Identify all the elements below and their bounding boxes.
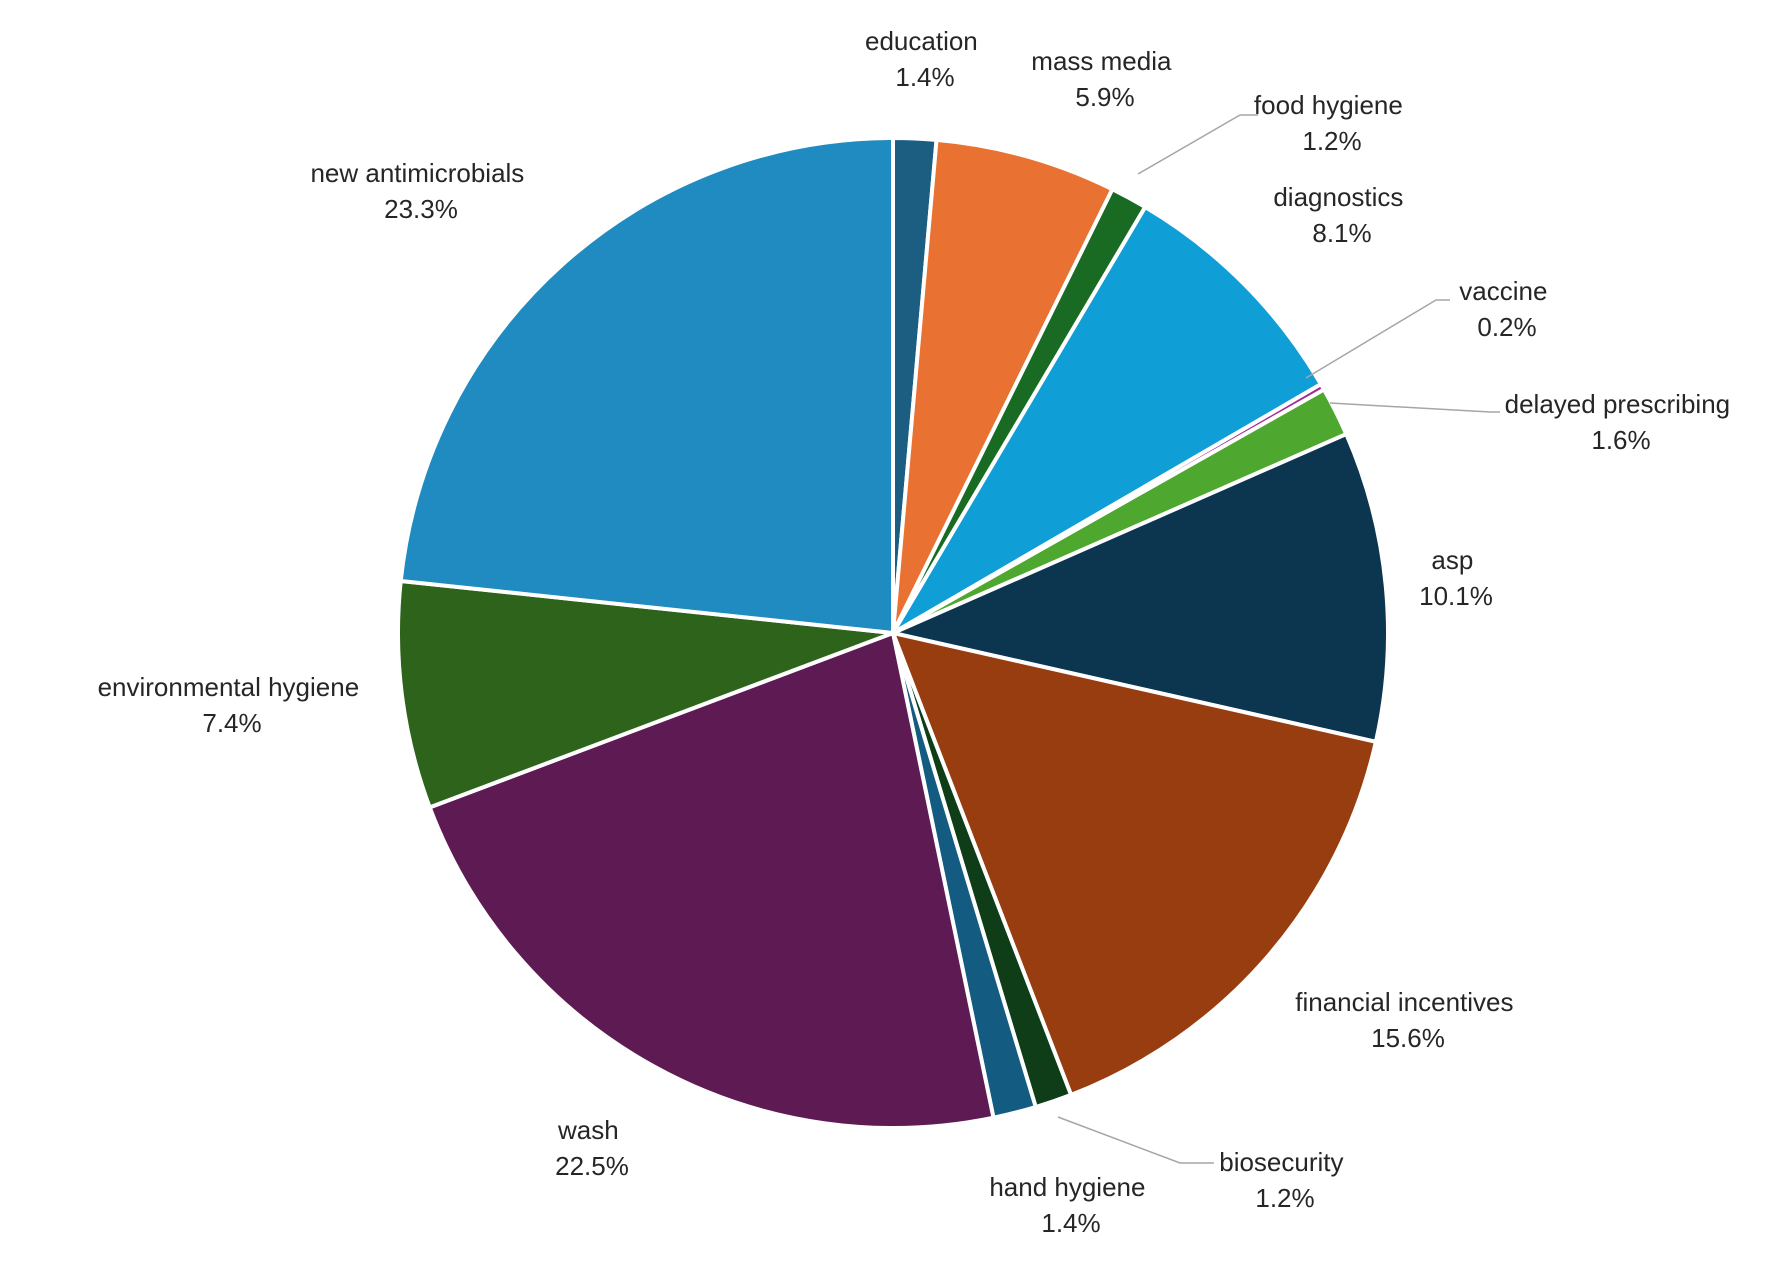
label-food-hygiene-name: food hygiene: [1254, 90, 1403, 120]
pie-slices: [395, 136, 1390, 1130]
label-mass-media: mass media 5.9%: [1031, 46, 1178, 112]
label-hand-hygiene-name: hand hygiene: [989, 1172, 1145, 1202]
label-biosecurity: biosecurity 1.2%: [1219, 1147, 1351, 1213]
label-food-hygiene: food hygiene 1.2%: [1254, 90, 1410, 156]
label-education-value: 1.4%: [895, 62, 954, 92]
label-new-antimicrobials-value: 23.3%: [384, 194, 458, 224]
slice-environmental-hygiene: [395, 578, 895, 810]
leader-line-delayed-prescribing: [1329, 402, 1500, 413]
label-hand-hygiene: hand hygiene 1.4%: [989, 1172, 1152, 1238]
label-new-antimicrobials: new antimicrobials 23.3%: [310, 158, 531, 224]
leader-line-biosecurity: [1057, 1116, 1214, 1164]
label-vaccine-value: 0.2%: [1477, 312, 1536, 342]
label-wash-value: 22.5%: [555, 1151, 629, 1181]
slice-financial-incentives: [891, 631, 1378, 1097]
label-asp-name: asp: [1431, 545, 1473, 575]
label-delayed-prescribing-name: delayed prescribing: [1505, 389, 1730, 419]
label-mass-media-value: 5.9%: [1075, 82, 1134, 112]
label-biosecurity-value: 1.2%: [1255, 1183, 1314, 1213]
leader-lines: [1057, 114, 1500, 1164]
slice-mass-media: [891, 137, 1115, 635]
label-vaccine: vaccine 0.2%: [1459, 276, 1554, 342]
label-financial-incentives: financial incentives 15.6%: [1295, 987, 1520, 1053]
label-diagnostics-value: 8.1%: [1312, 218, 1371, 248]
label-environmental-hygiene: environmental hygiene 7.4%: [98, 672, 367, 738]
label-diagnostics-name: diagnostics: [1273, 182, 1403, 212]
label-education: education 1.4%: [865, 26, 985, 92]
label-mass-media-name: mass media: [1031, 46, 1172, 76]
label-environmental-hygiene-name: environmental hygiene: [98, 672, 360, 702]
slice-diagnostics: [891, 205, 1323, 635]
label-diagnostics: diagnostics 8.1%: [1273, 182, 1410, 248]
leader-line-food-hygiene: [1137, 114, 1258, 175]
label-financial-incentives-name: financial incentives: [1295, 987, 1513, 1017]
slice-new-antimicrobials: [398, 136, 895, 635]
label-wash: wash 22.5%: [555, 1115, 629, 1181]
slice-asp: [891, 432, 1390, 744]
label-delayed-prescribing: delayed prescribing 1.6%: [1505, 389, 1738, 455]
label-asp-value: 10.1%: [1419, 581, 1493, 611]
label-education-name: education: [865, 26, 978, 56]
slice-wash: [427, 631, 996, 1130]
label-biosecurity-name: biosecurity: [1219, 1147, 1343, 1177]
label-delayed-prescribing-value: 1.6%: [1591, 425, 1650, 455]
data-labels: education 1.4% mass media 5.9% food hygi…: [98, 26, 1738, 1238]
label-food-hygiene-value: 1.2%: [1302, 126, 1361, 156]
label-new-antimicrobials-name: new antimicrobials: [310, 158, 524, 188]
label-hand-hygiene-value: 1.4%: [1041, 1208, 1100, 1238]
label-environmental-hygiene-value: 7.4%: [202, 708, 261, 738]
label-vaccine-name: vaccine: [1459, 276, 1547, 306]
leader-line-vaccine: [1305, 299, 1450, 379]
label-wash-name: wash: [557, 1115, 619, 1145]
label-asp: asp 10.1%: [1419, 545, 1493, 611]
label-financial-incentives-value: 15.6%: [1371, 1023, 1445, 1053]
